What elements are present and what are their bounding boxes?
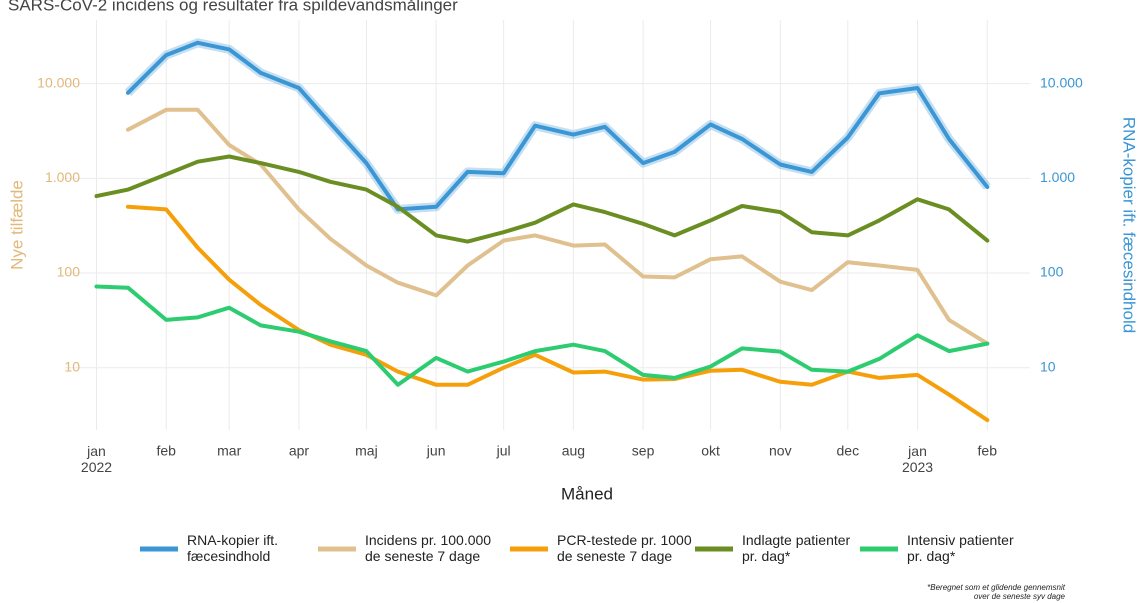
x-tick-label: aug: [562, 443, 585, 459]
y2-tick-label: 1.000: [1040, 169, 1075, 185]
y2-axis-title: RNA-kopier ift. fæcesindhold: [1120, 117, 1139, 333]
x-tick-label: nov: [769, 443, 792, 459]
legend-label: Incidens pr. 100.000 de seneste 7 dage: [365, 532, 491, 564]
x-tick-label: jul: [496, 443, 511, 459]
y-axis-title: Nye tilfælde: [7, 180, 26, 270]
x-tick-label: maj: [355, 443, 378, 459]
legend-label: Intensiv patienter pr. dag*: [907, 532, 1014, 564]
x-tick-label: jan 2023: [902, 443, 933, 475]
line: [94, 284, 990, 387]
y-tick-label: 10.000: [37, 74, 80, 90]
y2-tick-label: 100: [1040, 264, 1064, 280]
line: [126, 204, 990, 423]
legend-label: RNA-kopier ift. fæcesindhold: [187, 532, 278, 564]
line: [94, 154, 990, 244]
x-tick-label: feb: [978, 443, 998, 459]
x-tick-label: jun: [426, 443, 446, 459]
y-tick-label: 10: [64, 358, 80, 374]
x-tick-label: sep: [632, 443, 655, 459]
footnote: *Beregnet som et glidende gennemsnit over…: [927, 583, 1066, 601]
y2-tick-label: 10: [1040, 358, 1056, 374]
chart-title: SARS-CoV-2 incidens og resultater fra sp…: [8, 0, 458, 14]
legend-label: Indlagte patienter pr. dag*: [742, 532, 851, 564]
x-tick-label: feb: [156, 443, 176, 459]
x-axis-title: Måned: [561, 484, 613, 503]
x-tick-label: dec: [837, 443, 860, 459]
y-tick-label: 100: [57, 264, 81, 280]
x-tick-label: mar: [217, 443, 241, 459]
y-tick-label: 1.000: [45, 169, 80, 185]
legend-label: PCR-testede pr. 1000 de seneste 7 dage: [557, 532, 692, 564]
y2-tick-label: 10.000: [1040, 74, 1083, 90]
line: [126, 40, 990, 212]
x-tick-label: apr: [289, 443, 310, 459]
line: [126, 107, 990, 346]
x-tick-label: okt: [701, 443, 720, 459]
x-tick-label: jan 2022: [81, 443, 112, 475]
